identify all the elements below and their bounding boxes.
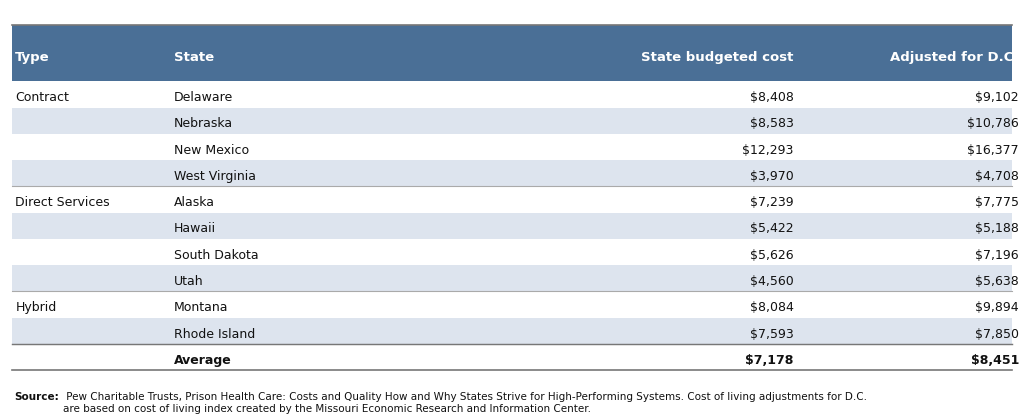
Text: Hawaii: Hawaii [174, 222, 216, 236]
Text: $10,786: $10,786 [967, 117, 1019, 131]
Text: Direct Services: Direct Services [15, 196, 110, 209]
Text: Nebraska: Nebraska [174, 117, 233, 131]
Text: $9,102: $9,102 [975, 91, 1019, 104]
Text: Average: Average [174, 354, 231, 367]
Text: New Mexico: New Mexico [174, 143, 249, 157]
Text: South Dakota: South Dakota [174, 249, 259, 262]
Text: Source:: Source: [14, 392, 59, 402]
Text: $7,593: $7,593 [750, 327, 794, 341]
Text: $7,178: $7,178 [745, 354, 794, 367]
Text: $4,560: $4,560 [750, 275, 794, 288]
Text: $8,408: $8,408 [750, 91, 794, 104]
Text: State: State [174, 51, 214, 64]
Text: $7,775: $7,775 [975, 196, 1019, 209]
Text: $5,638: $5,638 [975, 275, 1019, 288]
Text: Alaska: Alaska [174, 196, 215, 209]
Text: Type: Type [15, 51, 50, 64]
Text: $9,894: $9,894 [975, 301, 1019, 314]
Text: State budgeted cost: State budgeted cost [641, 51, 794, 64]
Text: Delaware: Delaware [174, 91, 233, 104]
Text: Utah: Utah [174, 275, 204, 288]
Text: $7,239: $7,239 [750, 196, 794, 209]
Text: $8,451: $8,451 [971, 354, 1019, 367]
Text: Montana: Montana [174, 301, 228, 314]
Text: $8,583: $8,583 [750, 117, 794, 131]
Text: $7,850: $7,850 [975, 327, 1019, 341]
Text: $16,377: $16,377 [968, 143, 1019, 157]
Text: Rhode Island: Rhode Island [174, 327, 255, 341]
Text: Hybrid: Hybrid [15, 301, 56, 314]
Text: $5,626: $5,626 [750, 249, 794, 262]
Text: $12,293: $12,293 [742, 143, 794, 157]
Text: $8,084: $8,084 [750, 301, 794, 314]
Text: $7,196: $7,196 [975, 249, 1019, 262]
Text: $5,188: $5,188 [975, 222, 1019, 236]
Text: $3,970: $3,970 [750, 170, 794, 183]
Text: Pew Charitable Trusts, Prison Health Care: Costs and Quality How and Why States : Pew Charitable Trusts, Prison Health Car… [63, 392, 867, 414]
Text: $4,708: $4,708 [975, 170, 1019, 183]
Text: $5,422: $5,422 [750, 222, 794, 236]
Text: West Virginia: West Virginia [174, 170, 256, 183]
Text: Adjusted for D.C.: Adjusted for D.C. [891, 51, 1019, 64]
Text: Contract: Contract [15, 91, 70, 104]
